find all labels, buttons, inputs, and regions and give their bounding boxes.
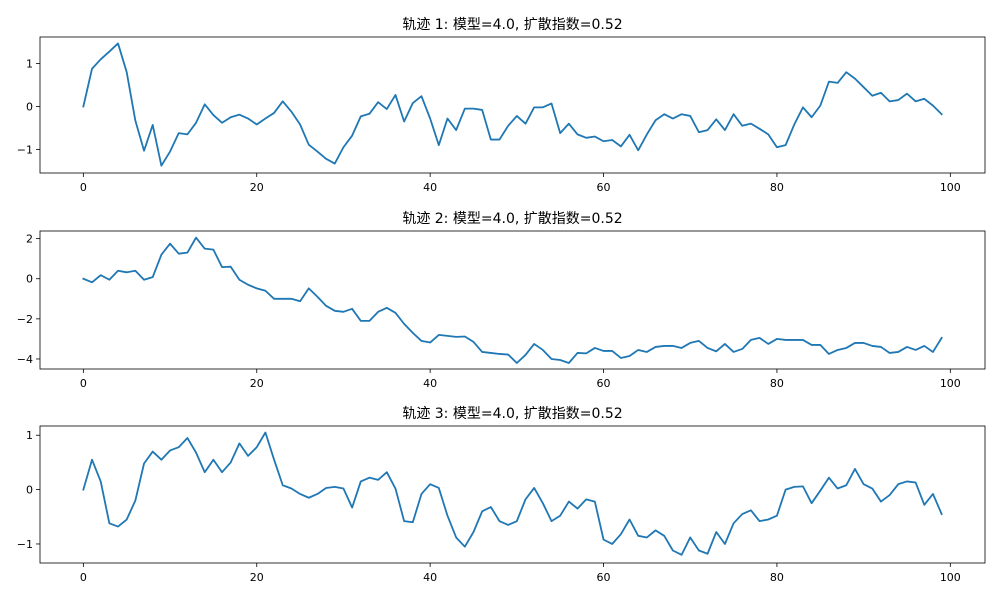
subplot-3-xtick-label: 80 bbox=[770, 571, 784, 584]
subplot-1-ytick-label: 1 bbox=[26, 58, 33, 71]
subplot-3-ytick-label: 0 bbox=[26, 484, 33, 497]
subplot-3-ytick-label: 1 bbox=[26, 429, 33, 442]
subplot-3-axes-frame bbox=[39, 425, 986, 564]
subplot-2-series-line bbox=[82, 236, 943, 364]
subplot-1-series-line bbox=[82, 42, 943, 167]
subplot-1-title: 轨迹 1: 模型=4.0, 扩散指数=0.52 bbox=[402, 17, 622, 33]
subplot-2-ytick-label: 0 bbox=[26, 273, 33, 286]
subplot-3-xtick-label: 100 bbox=[940, 571, 961, 584]
subplot-2-ytick-label: −4 bbox=[17, 353, 33, 366]
subplot-3: 轨迹 3: 模型=4.0, 扩散指数=0.52 0 20 40 60 80 100 −1 0 1 bbox=[17, 406, 986, 584]
subplot-3-xtick-label: 0 bbox=[80, 571, 87, 584]
subplot-2-xtick-label: 20 bbox=[250, 377, 264, 390]
subplot-2-axes-frame bbox=[39, 230, 986, 370]
subplot-1-ytick-label: 0 bbox=[26, 101, 33, 114]
subplot-1-xtick-label: 60 bbox=[597, 181, 611, 194]
subplot-1-xtick-label: 100 bbox=[940, 181, 961, 194]
subplot-3-xtick-label: 40 bbox=[423, 571, 437, 584]
subplot-3-series-line bbox=[82, 431, 943, 556]
subplot-1-xtick-label: 0 bbox=[80, 181, 87, 194]
subplot-3-xtick-label: 20 bbox=[250, 571, 264, 584]
subplot-1-xtick-label: 80 bbox=[770, 181, 784, 194]
subplot-1-xtick-label: 40 bbox=[423, 181, 437, 194]
subplot-2-xtick-label: 100 bbox=[940, 377, 961, 390]
subplot-2-xtick-label: 60 bbox=[597, 377, 611, 390]
subplot-2: 轨迹 2: 模型=4.0, 扩散指数=0.52 0 20 40 60 80 100 −4 −2 0… bbox=[17, 211, 986, 390]
subplot-2-xtick-label: 80 bbox=[770, 377, 784, 390]
subplot-2-xtick-label: 40 bbox=[423, 377, 437, 390]
subplot-1-xtick-label: 20 bbox=[250, 181, 264, 194]
subplot-1-axes-frame bbox=[39, 36, 986, 174]
subplot-1: 轨迹 1: 模型=4.0, 扩散指数=0.52 0 20 40 60 80 100 −1 0 1 bbox=[17, 17, 986, 194]
subplot-2-ytick-label: 2 bbox=[26, 233, 33, 246]
subplot-3-ytick-label: −1 bbox=[17, 538, 33, 551]
subplot-3-xtick-label: 60 bbox=[597, 571, 611, 584]
subplot-1-ytick-label: −1 bbox=[17, 143, 33, 156]
subplot-2-title: 轨迹 2: 模型=4.0, 扩散指数=0.52 bbox=[402, 211, 622, 227]
subplot-2-ytick-label: −2 bbox=[17, 313, 33, 326]
subplot-3-title: 轨迹 3: 模型=4.0, 扩散指数=0.52 bbox=[402, 406, 622, 422]
subplot-2-xtick-label: 0 bbox=[80, 377, 87, 390]
